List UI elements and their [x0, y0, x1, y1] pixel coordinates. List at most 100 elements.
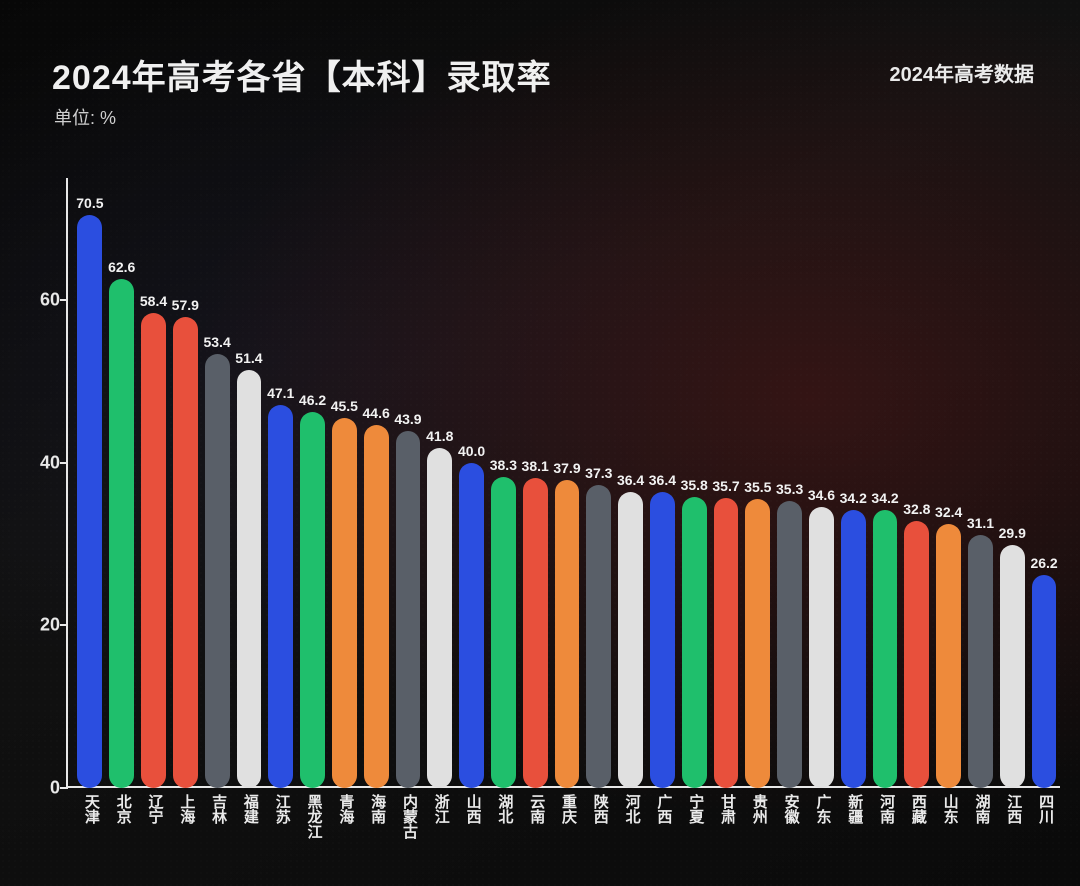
bar-value-label: 70.5	[76, 195, 103, 215]
bar: 58.4	[141, 313, 166, 788]
bar: 36.4	[650, 492, 675, 788]
bar: 37.9	[555, 480, 580, 788]
bar: 36.4	[618, 492, 643, 788]
bar-value-label: 35.5	[744, 479, 771, 499]
bar: 32.8	[904, 521, 929, 788]
bar: 35.3	[777, 501, 802, 788]
y-tick-label: 40	[20, 452, 60, 473]
bar: 38.1	[523, 478, 548, 788]
bar-value-label: 47.1	[267, 385, 294, 405]
category-label: 浙江	[431, 788, 452, 824]
y-tick-label: 20	[20, 615, 60, 636]
bar: 31.1	[968, 535, 993, 788]
bar: 35.7	[714, 498, 739, 788]
bar-value-label: 32.4	[935, 504, 962, 524]
bar-value-label: 44.6	[363, 405, 390, 425]
bar-value-label: 36.4	[617, 472, 644, 492]
y-tick	[60, 462, 68, 464]
bar-value-label: 51.4	[235, 350, 262, 370]
category-label: 山东	[940, 788, 961, 824]
bar: 62.6	[109, 279, 134, 788]
bar: 45.5	[332, 418, 357, 788]
category-label: 安徽	[781, 788, 802, 824]
bar-value-label: 45.5	[331, 398, 358, 418]
category-label: 天津	[81, 788, 102, 824]
category-label: 吉林	[208, 788, 229, 824]
bar: 57.9	[173, 317, 198, 788]
bar: 38.3	[491, 477, 516, 789]
category-label: 青海	[335, 788, 356, 824]
bar: 47.1	[268, 405, 293, 788]
y-axis	[66, 178, 68, 788]
bar-value-label: 35.8	[681, 477, 708, 497]
bar-value-label: 32.8	[903, 501, 930, 521]
category-label: 云南	[526, 788, 547, 824]
bar: 43.9	[396, 431, 421, 788]
category-label: 贵州	[749, 788, 770, 824]
y-tick-label: 0	[20, 778, 60, 799]
bar: 51.4	[237, 370, 262, 788]
bar-value-label: 31.1	[967, 515, 994, 535]
category-label: 北京	[113, 788, 134, 824]
category-label: 黑龙江	[304, 788, 325, 839]
category-label: 辽宁	[145, 788, 166, 824]
bar: 26.2	[1032, 575, 1057, 788]
bar-chart: 2024年高考各省【本科】录取率 单位: % 2024年高考数据 70.5天津6…	[0, 0, 1080, 886]
bar-value-label: 38.1	[522, 458, 549, 478]
bar: 34.6	[809, 507, 834, 788]
bar-value-label: 34.6	[808, 487, 835, 507]
plot-area: 70.5天津62.6北京58.4辽宁57.9上海53.4吉林51.4福建47.1…	[66, 178, 1060, 788]
bar-value-label: 58.4	[140, 293, 167, 313]
bar: 37.3	[586, 485, 611, 788]
bar-value-label: 62.6	[108, 259, 135, 279]
y-tick	[60, 299, 68, 301]
bar-value-label: 43.9	[394, 411, 421, 431]
bar: 70.5	[77, 215, 102, 788]
bar-value-label: 34.2	[871, 490, 898, 510]
category-label: 广西	[653, 788, 674, 824]
category-label: 内蒙古	[399, 788, 420, 839]
chart-subtitle: 单位: %	[54, 104, 116, 130]
bar: 35.5	[745, 499, 770, 788]
bar: 35.8	[682, 497, 707, 788]
category-label: 海南	[367, 788, 388, 824]
bar-value-label: 46.2	[299, 392, 326, 412]
y-tick	[60, 624, 68, 626]
bar: 34.2	[841, 510, 866, 788]
category-label: 宁夏	[685, 788, 706, 824]
category-label: 广东	[812, 788, 833, 824]
bar-value-label: 35.7	[712, 478, 739, 498]
category-label: 甘肃	[717, 788, 738, 824]
bar: 53.4	[205, 354, 230, 788]
bar: 44.6	[364, 425, 389, 788]
bar: 40.0	[459, 463, 484, 788]
bar-value-label: 34.2	[840, 490, 867, 510]
bar-value-label: 37.3	[585, 465, 612, 485]
y-tick	[60, 787, 68, 789]
bar-value-label: 41.8	[426, 428, 453, 448]
bar-value-label: 36.4	[649, 472, 676, 492]
bar-value-label: 37.9	[553, 460, 580, 480]
bar-value-label: 40.0	[458, 443, 485, 463]
bar-value-label: 29.9	[999, 525, 1026, 545]
category-label: 西藏	[908, 788, 929, 824]
bar-value-label: 35.3	[776, 481, 803, 501]
category-label: 河北	[622, 788, 643, 824]
category-label: 新疆	[844, 788, 865, 824]
category-label: 江西	[1003, 788, 1024, 824]
category-label: 山西	[463, 788, 484, 824]
bar-value-label: 57.9	[172, 297, 199, 317]
chart-title: 2024年高考各省【本科】录取率	[52, 50, 552, 99]
bar-value-label: 38.3	[490, 457, 517, 477]
bar: 29.9	[1000, 545, 1025, 788]
category-label: 湖南	[971, 788, 992, 824]
bar: 41.8	[427, 448, 452, 788]
category-label: 河南	[876, 788, 897, 824]
category-label: 重庆	[558, 788, 579, 824]
bar: 32.4	[936, 524, 961, 788]
bar-value-label: 53.4	[203, 334, 230, 354]
bar-value-label: 26.2	[1030, 555, 1057, 575]
category-label: 湖北	[494, 788, 515, 824]
y-tick-label: 60	[20, 290, 60, 311]
corner-label: 2024年高考数据	[890, 58, 1035, 87]
